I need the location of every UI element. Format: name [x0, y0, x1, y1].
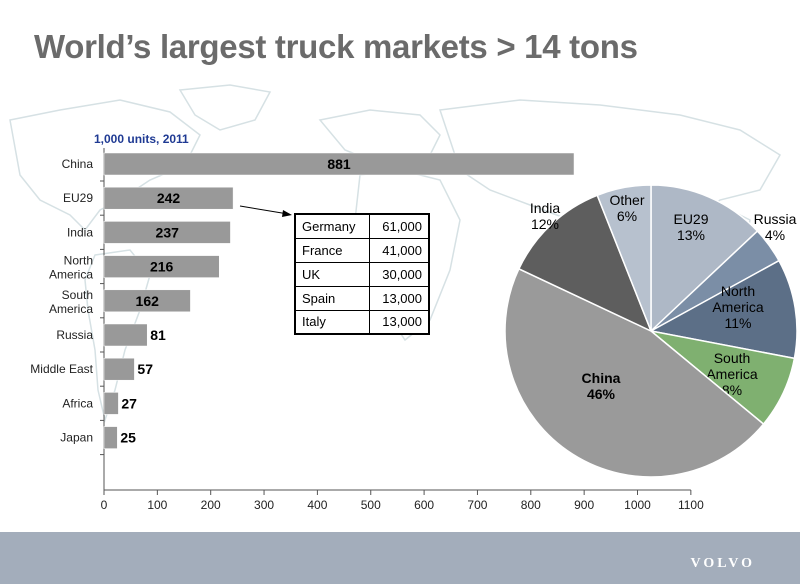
bar: [103, 357, 135, 381]
pie-slice-label: Russia 4%: [754, 211, 797, 243]
bar-value-label: 57: [137, 361, 153, 377]
bar-value-label: 162: [136, 293, 160, 309]
category-label: Japan: [60, 431, 93, 445]
table-cell-country: Spain: [294, 285, 370, 311]
bar-value-label: 216: [150, 259, 174, 275]
x-tick-label: 500: [361, 498, 381, 512]
callout-arrow: [239, 205, 292, 217]
pie-slice: [517, 194, 653, 333]
table-row: Spain 13,000: [294, 285, 430, 311]
category-label: India: [67, 225, 93, 239]
bar: [103, 323, 148, 347]
category-label: North America: [49, 254, 93, 282]
bar: [103, 392, 119, 415]
bar-value-label: 25: [120, 430, 136, 446]
bar-value-label: 237: [156, 224, 180, 240]
category-label: EU29: [63, 191, 93, 205]
category-label: Russia: [56, 328, 93, 342]
pie-chart: EU29 13%Russia 4%North America 11%South Ameri…: [504, 184, 798, 478]
x-tick-label: 900: [574, 498, 594, 512]
bar: [103, 289, 191, 313]
table-cell-value: 41,000: [368, 237, 430, 263]
bar-value-label: 27: [121, 395, 137, 411]
x-tick-label: 300: [254, 498, 274, 512]
pie-slice-label: EU29 13%: [673, 211, 708, 243]
bar-chart: 0 100 200 300 400 500 600 700 800 900 1000 1100 Chin…: [30, 148, 704, 512]
category-label: Middle East: [30, 362, 93, 376]
units-label: 1,000 units, 2011: [94, 132, 189, 146]
pie-slice: [596, 184, 652, 332]
table-row: UK 30,000: [294, 261, 430, 287]
x-tick-label: 800: [521, 498, 541, 512]
x-tick-label: 100: [147, 498, 167, 512]
pie-slice: [504, 267, 765, 478]
table-cell-value: 61,000: [368, 213, 430, 239]
x-tick-label: 200: [201, 498, 221, 512]
bar: [103, 152, 575, 176]
table-row: France 41,000: [294, 237, 430, 263]
pie-slice-label: India 12%: [530, 200, 561, 232]
x-tick-label: 1000: [624, 498, 651, 512]
pie-slice: [648, 259, 798, 360]
pie-slice-label: China 46%: [582, 370, 621, 402]
x-tick-label: 600: [414, 498, 434, 512]
x-tick-label: 400: [307, 498, 327, 512]
bar: [103, 221, 231, 244]
bar-value-label: 242: [157, 190, 181, 206]
category-label: South America: [49, 288, 93, 316]
bar-value-label: 81: [150, 327, 166, 343]
table-cell-value: 13,000: [368, 285, 430, 311]
category-label: Africa: [62, 396, 93, 410]
bar: [103, 255, 220, 278]
bar: [103, 186, 234, 210]
table-cell-value: 13,000: [368, 309, 430, 335]
x-tick-label: 700: [467, 498, 487, 512]
footer-bar: VOLVO: [0, 532, 800, 584]
table-cell-country: France: [294, 237, 370, 263]
category-label: China: [62, 157, 94, 171]
table-cell-country: Germany: [294, 213, 370, 239]
x-tick-label: 0: [101, 498, 108, 512]
table-cell-country: Italy: [294, 309, 370, 335]
volvo-logo: VOLVO: [690, 556, 755, 571]
bar-value-label: 881: [327, 156, 351, 172]
table-cell-value: 30,000: [368, 261, 430, 287]
table-cell-country: UK: [294, 261, 370, 287]
page-title: World’s largest truck markets > 14 tons: [34, 28, 638, 65]
table-row: Germany 61,000: [294, 213, 430, 239]
bar: [103, 426, 118, 449]
pie-slice: [650, 184, 759, 333]
pie-slice-label: Other 6%: [609, 192, 644, 224]
pie-slice-label: North America 11%: [712, 283, 764, 331]
table-row: Italy 13,000: [294, 309, 430, 335]
x-tick-label: 1100: [678, 498, 704, 512]
country-breakdown-table: Germany 61,000 France 41,000 UK 30,000 Spain 13…: [294, 213, 430, 335]
